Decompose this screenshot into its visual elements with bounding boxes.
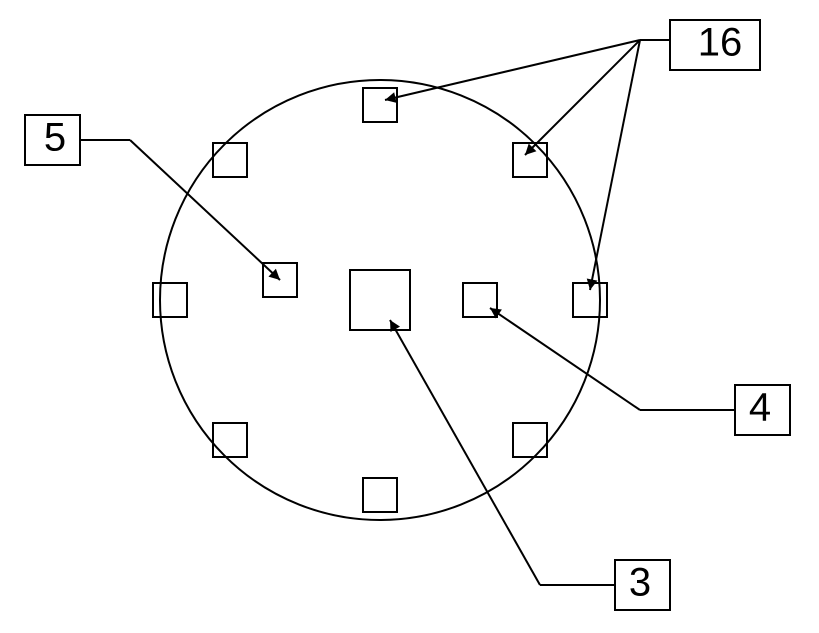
callout-label: 4 xyxy=(749,386,771,430)
callout-label: 16 xyxy=(698,21,743,65)
callout-label: 3 xyxy=(629,561,651,605)
callout-label: 5 xyxy=(44,116,66,160)
diagram-canvas: 16 5 4 3 xyxy=(0,0,819,633)
